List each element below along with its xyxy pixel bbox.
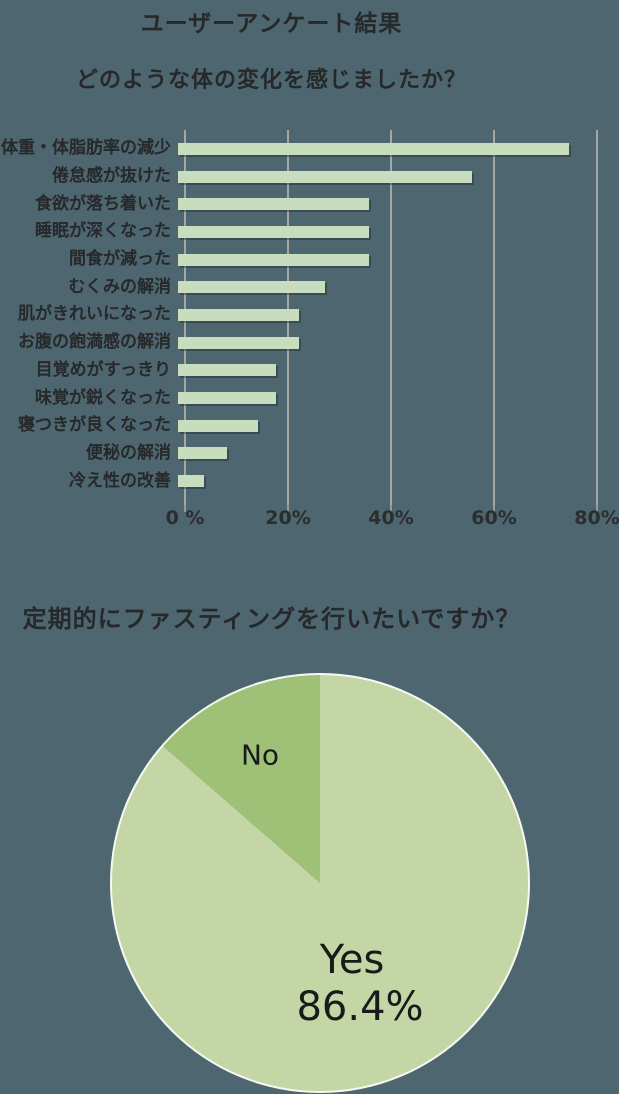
- axis-tick: [493, 505, 495, 512]
- bar: [178, 281, 325, 294]
- bar-category-label: 食欲が落ち着いた: [35, 193, 171, 214]
- page-title: ユーザーアンケート結果: [140, 11, 403, 37]
- bar: [178, 419, 258, 432]
- gridline: [596, 130, 598, 505]
- bar-category-label: 間食が減った: [69, 249, 171, 270]
- bar-track: [178, 246, 590, 274]
- bar-chart-question: どのような体の変化を感じましたか？: [75, 68, 467, 93]
- bar-row: 寝つきが良くなった: [0, 412, 619, 440]
- bar-row: 肌がきれいになった: [0, 301, 619, 329]
- axis-tick: [184, 505, 186, 512]
- bar-category-label: 肌がきれいになった: [18, 304, 171, 325]
- bar-track: [178, 467, 590, 495]
- pie-chart: No Yes 86.4%: [110, 673, 530, 1093]
- x-axis-tick-label: 40%: [368, 507, 414, 529]
- bar-track: [178, 218, 590, 246]
- axis-tick: [287, 505, 289, 512]
- pie-slice-label-yes: Yes: [319, 937, 385, 983]
- bar-chart-rows: 体重・体脂肪率の減少倦怠感が抜けた食欲が落ち着いた 睡眠が深くなった間食が減ったむ…: [0, 135, 619, 495]
- bar: [178, 475, 204, 488]
- bar-row: 目覚めがすっきり: [0, 357, 619, 385]
- bar-track: [178, 163, 590, 191]
- x-axis-tick-label: 60%: [471, 507, 517, 529]
- bar: [178, 142, 570, 155]
- gridline: [390, 130, 392, 505]
- bar-category-label: 冷え性の改善: [69, 470, 171, 491]
- bar-row: 間食が減った: [0, 246, 619, 274]
- gridline: [493, 130, 495, 505]
- bar-track: [178, 273, 590, 301]
- bar-row: 倦怠感が抜けた: [0, 163, 619, 191]
- axis-tick: [596, 505, 598, 512]
- bar-category-label: 便秘の解消: [86, 442, 171, 463]
- bar: [178, 170, 472, 183]
- bar-category-label: お腹の飽満感の解消: [18, 332, 171, 353]
- bar: [178, 308, 300, 321]
- bar: [178, 364, 276, 377]
- bar-row: お腹の飽満感の解消: [0, 329, 619, 357]
- bar-row: 冷え性の改善: [0, 467, 619, 495]
- bar: [178, 253, 369, 266]
- bar-track: [178, 357, 590, 385]
- x-axis-tick-label: 20%: [265, 507, 311, 529]
- bar: [178, 447, 227, 460]
- bar-category-label: 目覚めがすっきり: [35, 359, 171, 380]
- bar-category-label: むくみの解消: [68, 276, 171, 297]
- bar: [178, 336, 300, 349]
- bar-category-label: 倦怠感が抜けた: [52, 166, 171, 187]
- x-axis-tick-label: 80%: [574, 507, 619, 529]
- x-axis-tick-label: 0 %: [165, 507, 205, 529]
- bar-track: [178, 412, 590, 440]
- pie-slice-value-yes: 86.4%: [296, 984, 424, 1030]
- bar-chart-x-axis: 0 % 20% 40% 60% 80%: [166, 507, 619, 533]
- bar-row: むくみの解消: [0, 273, 619, 301]
- bar: [178, 225, 369, 238]
- bar-track: [178, 329, 590, 357]
- pie-chart-question: 定期的にファスティングを行いたいですか？: [22, 605, 521, 633]
- bar-row: 味覚が鋭くなった: [0, 384, 619, 412]
- bar: [178, 198, 369, 211]
- bar-row: 食欲が落ち着いた: [0, 190, 619, 218]
- bar-category-label: 寝つきが良くなった: [18, 415, 171, 436]
- axis-tick: [390, 505, 392, 512]
- bar-row: 便秘の解消: [0, 440, 619, 468]
- bar-track: [178, 384, 590, 412]
- bar-category-label: 睡眠が深くなった: [35, 221, 171, 242]
- bar-track: [178, 135, 590, 163]
- bar-row: 睡眠が深くなった: [0, 218, 619, 246]
- bar-category-label: 体重・体脂肪率の減少: [1, 138, 171, 159]
- bar-category-label: 味覚が鋭くなった: [35, 387, 171, 408]
- bar: [178, 392, 276, 405]
- bar-track: [178, 440, 590, 468]
- bar-row: 体重・体脂肪率の減少: [0, 135, 619, 163]
- pie-slice-label-no: No: [240, 738, 280, 772]
- bar-track: [178, 301, 590, 329]
- bar-track: [178, 190, 590, 218]
